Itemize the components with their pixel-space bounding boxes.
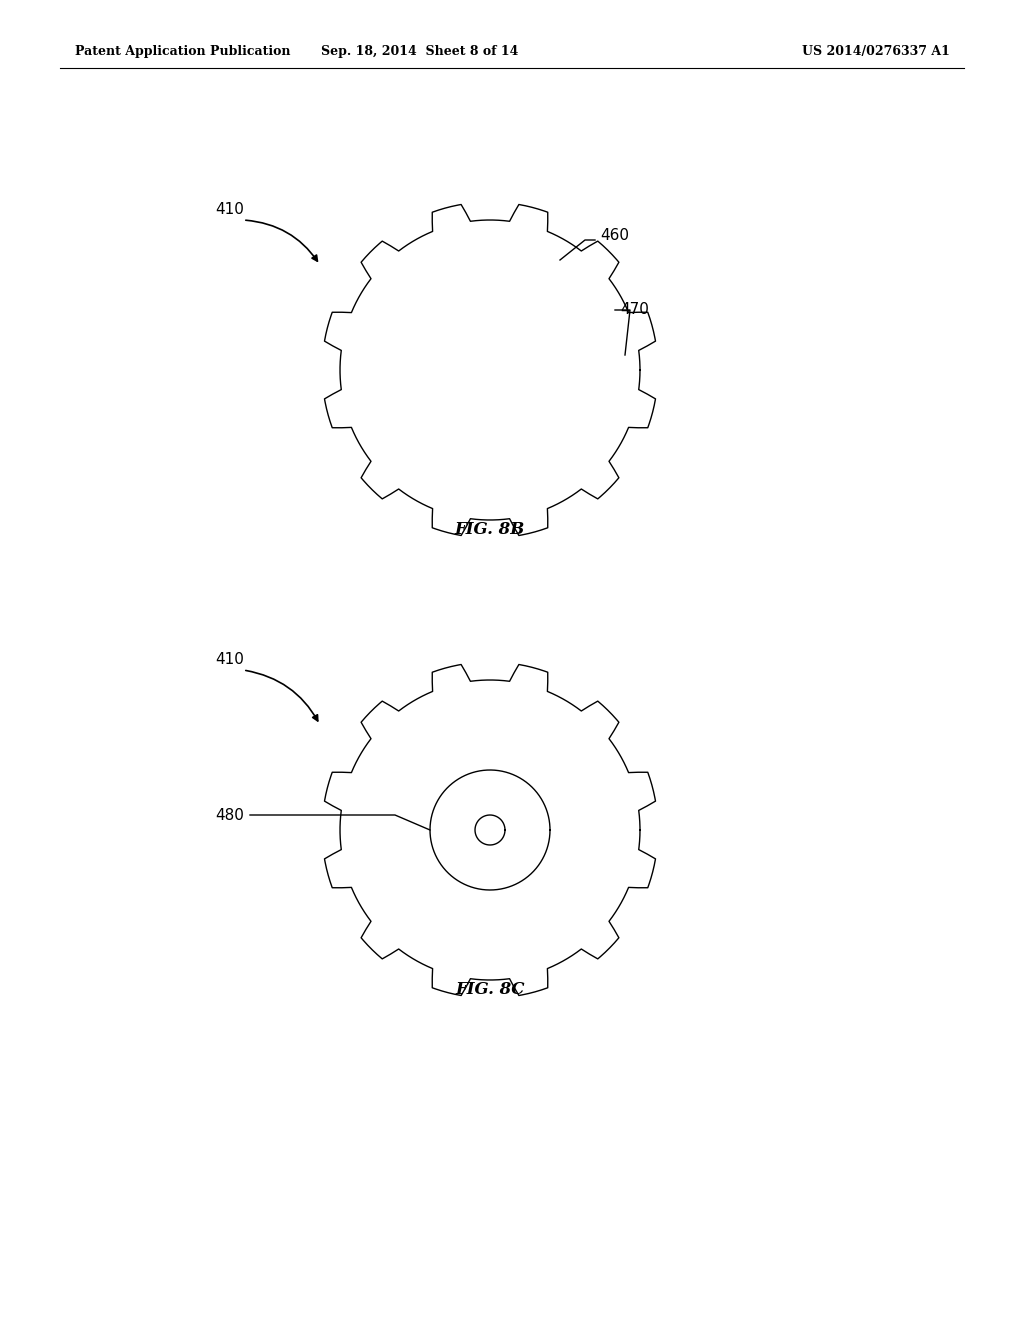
Text: 410: 410 [215,202,244,218]
Text: 410: 410 [215,652,244,668]
Text: FIG. 8C: FIG. 8C [456,982,524,998]
Text: Patent Application Publication: Patent Application Publication [75,45,291,58]
Text: 480: 480 [215,808,244,822]
Text: Sep. 18, 2014  Sheet 8 of 14: Sep. 18, 2014 Sheet 8 of 14 [322,45,519,58]
Text: 470: 470 [620,302,649,318]
Text: US 2014/0276337 A1: US 2014/0276337 A1 [802,45,950,58]
Text: FIG. 8B: FIG. 8B [455,521,525,539]
Text: 460: 460 [600,227,629,243]
